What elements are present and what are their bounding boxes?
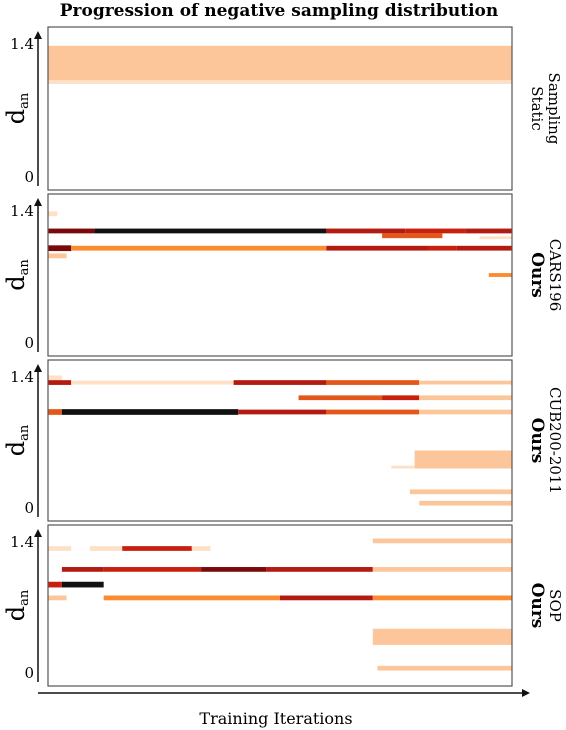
band-4-7 xyxy=(103,567,202,572)
y-axis-label: dan xyxy=(2,589,32,621)
band-4-4 xyxy=(191,546,211,551)
panel-2: 1.4 0 dan OursCARS196 xyxy=(2,193,564,357)
band-3-8 xyxy=(382,395,420,401)
band-1-2 xyxy=(48,81,512,84)
band-2-5 xyxy=(405,228,466,234)
band-3-5 xyxy=(326,380,420,385)
band-3-9 xyxy=(419,395,512,401)
band-2-9 xyxy=(48,245,72,252)
panel-frame xyxy=(47,193,513,357)
band-3-12 xyxy=(238,409,327,415)
panel-frame xyxy=(47,26,513,191)
panel-label: OursCARS196 xyxy=(527,239,564,312)
band-3-2 xyxy=(48,380,72,385)
band-2-7 xyxy=(382,233,443,239)
band-3-3 xyxy=(71,380,234,385)
panel-label: StaticSampling xyxy=(528,73,563,145)
y-axis-label: dan xyxy=(2,259,32,291)
band-4-1 xyxy=(48,546,72,551)
band-3-7 xyxy=(298,395,383,401)
panel-frame xyxy=(47,524,513,687)
y-tick-top: 1.4 xyxy=(10,368,34,386)
band-2-10 xyxy=(71,245,327,251)
y-tick-top: 1.4 xyxy=(10,533,34,551)
panel-label: OursSOP xyxy=(527,583,564,629)
x-axis-label: Training Iterations xyxy=(199,709,352,728)
band-4-13 xyxy=(48,595,67,601)
band-2-3 xyxy=(94,228,327,234)
band-2-14 xyxy=(48,253,67,259)
band-4-14 xyxy=(103,595,281,601)
y-tick-bottom: 0 xyxy=(24,664,34,682)
band-2-1 xyxy=(48,211,58,217)
band-3-1 xyxy=(48,375,62,381)
band-3-18 xyxy=(419,500,512,506)
band-2-12 xyxy=(428,245,457,251)
band-2-8 xyxy=(479,236,512,240)
band-2-6 xyxy=(465,228,512,234)
y-tick-top: 1.4 xyxy=(10,35,34,53)
band-4-10 xyxy=(372,567,512,572)
band-3-13 xyxy=(326,409,420,415)
y-tick-bottom: 0 xyxy=(24,334,34,352)
panel-1: 1.4 0 dan StaticSampling xyxy=(2,26,563,191)
band-3-11 xyxy=(61,409,239,415)
band-3-4 xyxy=(233,380,327,385)
band-4-2 xyxy=(89,546,123,551)
band-4-12 xyxy=(48,581,62,588)
y-axis-label: dan xyxy=(2,92,32,124)
band-3-17 xyxy=(409,489,512,495)
band-2-11 xyxy=(326,245,429,251)
band-2-15 xyxy=(488,273,512,277)
band-2-2 xyxy=(48,228,95,234)
band-3-14 xyxy=(419,409,512,415)
band-2-13 xyxy=(456,245,512,251)
y-axis-label: dan xyxy=(2,424,32,456)
panel-4: 1.4 0 dan OursSOP xyxy=(2,524,564,687)
band-4-3 xyxy=(122,546,192,551)
panel-frame xyxy=(47,359,513,522)
band-4-5 xyxy=(372,538,512,544)
band-4-17 xyxy=(372,628,512,645)
y-tick-top: 1.4 xyxy=(10,202,34,220)
band-4-9 xyxy=(266,567,373,572)
band-3-15 xyxy=(414,450,512,469)
y-tick-bottom: 0 xyxy=(24,168,34,186)
band-3-10 xyxy=(48,409,62,415)
chart-title: Progression of negative sampling distrib… xyxy=(60,1,499,21)
y-tick-bottom: 0 xyxy=(24,499,34,517)
band-1-1 xyxy=(48,45,512,81)
band-3-16 xyxy=(391,465,415,469)
band-4-16 xyxy=(372,595,512,601)
band-4-18 xyxy=(377,665,512,671)
band-2-4 xyxy=(326,228,406,234)
band-4-11 xyxy=(61,581,104,588)
panel-3: 1.4 0 dan OursCUB200-2011 xyxy=(2,359,564,522)
band-4-8 xyxy=(201,567,267,572)
band-4-6 xyxy=(61,567,104,572)
band-4-15 xyxy=(280,595,373,601)
band-3-6 xyxy=(419,380,512,385)
panel-label: OursCUB200-2011 xyxy=(527,387,564,494)
